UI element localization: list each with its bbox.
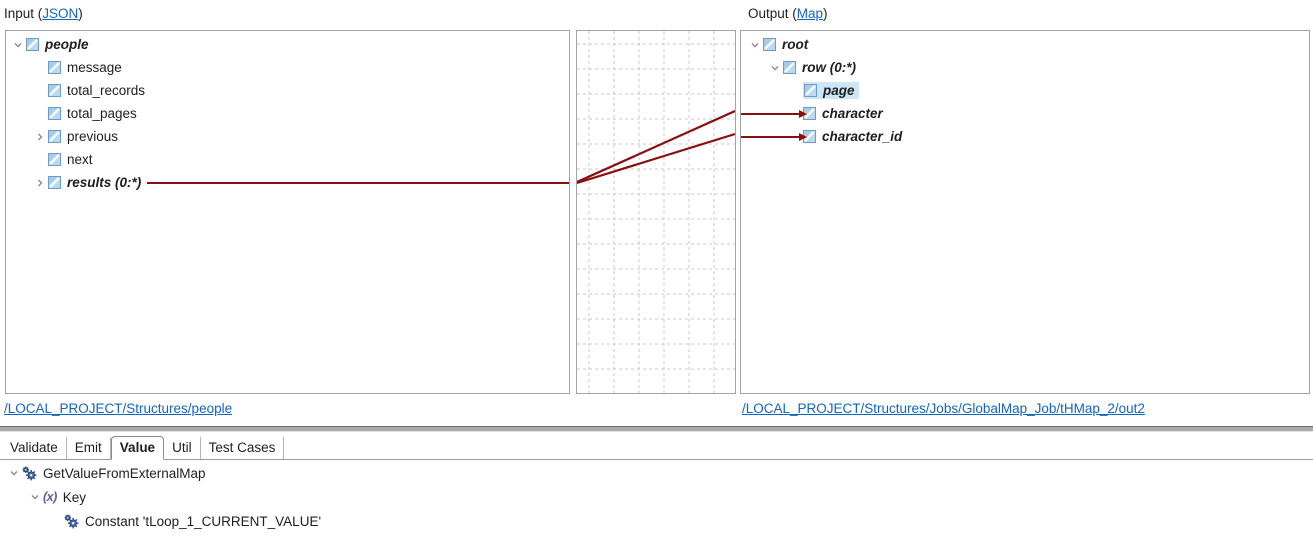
tab-test-cases[interactable]: Test Cases [201, 437, 285, 459]
chevron-spacer [32, 60, 48, 76]
input-panel-header: Input (JSON) [4, 6, 83, 24]
mapping-arrow [741, 109, 807, 118]
input-node-results-0[interactable]: results (0:*) [6, 171, 569, 194]
node-label: character_id [822, 129, 903, 144]
chevron-spacer [32, 83, 48, 99]
chevron-down-icon[interactable] [747, 37, 763, 53]
output-structure-link[interactable]: /LOCAL_PROJECT/Structures/Jobs/GlobalMap… [742, 401, 1145, 416]
value-node-argument[interactable]: (x) Key [0, 485, 1313, 509]
element-node-icon [763, 38, 776, 51]
input-node-total-records[interactable]: total_records [6, 79, 569, 102]
element-node-icon [48, 84, 61, 97]
value-node-function[interactable]: GetValueFromExternalMap [0, 461, 1313, 485]
mapping-canvas [576, 30, 736, 394]
input-node-total-pages[interactable]: total_pages [6, 102, 569, 125]
value-node-label: Key [62, 489, 87, 505]
tab-emit[interactable]: Emit [67, 437, 111, 459]
value-node-label: Constant 'tLoop_1_CURRENT_VALUE' [85, 513, 322, 529]
element-node-icon [804, 84, 817, 97]
chevron-right-icon[interactable] [32, 129, 48, 145]
node-label: character [822, 106, 883, 121]
input-format-link[interactable]: JSON [42, 6, 79, 21]
output-node-page[interactable]: page [741, 79, 1309, 102]
input-header-prefix: Input ( [4, 6, 43, 21]
chevron-spacer [32, 106, 48, 122]
output-header-suffix: ) [823, 6, 828, 21]
input-node-next[interactable]: next [6, 148, 569, 171]
node-label: people [45, 37, 89, 52]
output-node-character-id[interactable]: character_id [741, 125, 1309, 148]
output-header-prefix: Output ( [748, 6, 797, 21]
function-icon: (x) [43, 490, 57, 504]
chevron-down-icon[interactable] [6, 465, 22, 481]
value-node-constant[interactable]: Constant 'tLoop_1_CURRENT_VALUE' [0, 509, 1313, 533]
element-node-icon [48, 130, 61, 143]
chevron-spacer [787, 83, 803, 99]
tab-validate[interactable]: Validate [2, 437, 67, 459]
chevron-down-icon[interactable] [27, 489, 43, 505]
chevron-spacer [48, 513, 64, 529]
chevron-spacer [32, 152, 48, 168]
output-node-root[interactable]: root [741, 33, 1309, 56]
output-format-link[interactable]: Map [796, 6, 824, 21]
selected-node-highlight: page [803, 82, 859, 99]
input-node-message[interactable]: message [6, 56, 569, 79]
input-node-people[interactable]: people [6, 33, 569, 56]
element-node-icon [783, 61, 796, 74]
input-node-previous[interactable]: previous [6, 125, 569, 148]
node-label: next [67, 152, 93, 167]
tab-value[interactable]: Value [110, 436, 165, 460]
element-node-icon [48, 61, 61, 74]
gears-icon [64, 514, 79, 528]
chevron-down-icon[interactable] [10, 37, 26, 53]
chevron-right-icon[interactable] [32, 175, 48, 191]
element-node-icon [48, 176, 61, 189]
output-node-row-0[interactable]: row (0:*) [741, 56, 1309, 79]
node-label: row (0:*) [802, 60, 856, 75]
mapping-line [147, 181, 569, 184]
node-label: page [823, 83, 855, 98]
bottom-tab-bar: Validate Emit Value Util Test Cases [0, 436, 1313, 460]
mapping-arrow [741, 132, 807, 141]
element-node-icon [26, 38, 39, 51]
output-node-character[interactable]: character [741, 102, 1309, 125]
tab-util[interactable]: Util [164, 437, 201, 459]
node-label: previous [67, 129, 119, 144]
horizontal-splitter[interactable] [0, 426, 1313, 432]
output-tree-panel: root row (0:*) page character character_id [740, 30, 1310, 394]
node-label: total_records [67, 83, 146, 98]
input-structure-link[interactable]: /LOCAL_PROJECT/Structures/people [4, 401, 233, 416]
node-label: root [782, 37, 809, 52]
node-label: total_pages [67, 106, 137, 121]
input-header-suffix: ) [78, 6, 83, 21]
chevron-down-icon[interactable] [767, 60, 783, 76]
value-node-label: GetValueFromExternalMap [43, 465, 206, 481]
output-panel-header: Output (Map) [748, 6, 828, 24]
element-node-icon [48, 153, 61, 166]
node-label: results (0:*) [67, 175, 142, 190]
gears-icon [22, 466, 37, 480]
node-label: message [67, 60, 122, 75]
element-node-icon [48, 107, 61, 120]
value-tree: GetValueFromExternalMap (x) Key Constant 't… [0, 461, 1313, 533]
